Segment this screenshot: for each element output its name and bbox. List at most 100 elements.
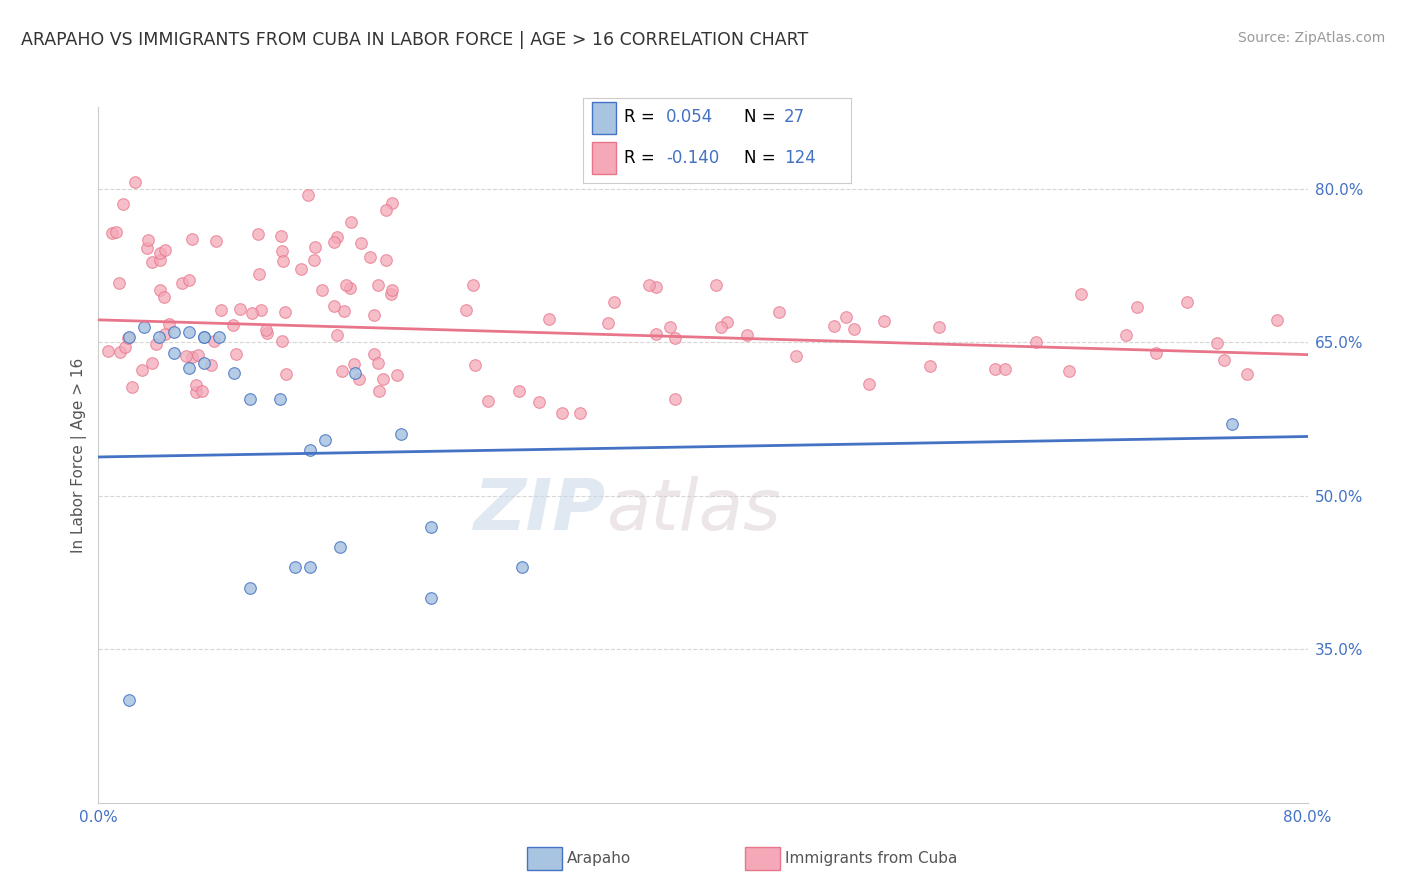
Point [537, 312, 560, 326]
Point [249, 302, 271, 317]
Point [299, 560, 322, 574]
Point [114, 340, 136, 354]
Point [304, 252, 326, 267]
Point [174, 350, 197, 364]
Point [118, 330, 141, 344]
Point [271, 244, 294, 258]
Point [108, 345, 131, 359]
Point [97, 344, 120, 359]
Point [246, 227, 269, 242]
Point [254, 323, 277, 337]
Text: atlas: atlas [606, 476, 780, 545]
Point [193, 330, 215, 344]
Point [420, 519, 443, 533]
Point [343, 357, 366, 371]
Point [339, 281, 361, 295]
Point [112, 197, 135, 211]
Point [239, 581, 262, 595]
Point [225, 347, 247, 361]
Text: -0.140: -0.140 [666, 149, 720, 167]
Point [333, 304, 356, 318]
Point [844, 322, 866, 336]
Point [326, 230, 349, 244]
Point [208, 330, 231, 344]
Point [344, 366, 367, 380]
Text: Source: ZipAtlas.com: Source: ZipAtlas.com [1237, 31, 1385, 45]
Point [290, 261, 312, 276]
Point [304, 240, 326, 254]
Text: 124: 124 [785, 149, 815, 167]
Text: 0.054: 0.054 [666, 108, 714, 126]
Point [136, 241, 159, 255]
Point [508, 384, 530, 398]
Point [637, 278, 659, 293]
Point [1213, 353, 1236, 368]
Point [108, 276, 131, 290]
Point [181, 232, 204, 246]
Point [367, 278, 389, 293]
Point [551, 406, 574, 420]
Point [858, 376, 880, 391]
Point [157, 317, 180, 331]
Point [191, 384, 214, 398]
Point [222, 318, 245, 333]
Point [659, 320, 682, 334]
Point [269, 392, 291, 406]
Point [105, 225, 128, 239]
Point [284, 560, 307, 574]
Text: N =: N = [744, 108, 780, 126]
Point [664, 392, 686, 407]
Point [1070, 287, 1092, 301]
Point [224, 366, 246, 380]
Point [420, 591, 443, 606]
Point [145, 337, 167, 351]
Point [350, 235, 373, 250]
Point [202, 334, 225, 348]
Point [1236, 367, 1258, 381]
Point [329, 540, 352, 554]
Point [325, 328, 347, 343]
Point [297, 188, 319, 202]
Point [1206, 336, 1229, 351]
Point [271, 334, 294, 348]
Point [603, 295, 626, 310]
Point [823, 319, 845, 334]
Point [1144, 346, 1167, 360]
Point [323, 299, 346, 313]
Point [101, 226, 124, 240]
Y-axis label: In Labor Force | Age > 16: In Labor Force | Age > 16 [72, 358, 87, 552]
Point [132, 320, 155, 334]
Point [368, 384, 391, 398]
Text: Arapaho: Arapaho [567, 852, 631, 866]
Point [141, 356, 163, 370]
Text: 27: 27 [785, 108, 806, 126]
Point [299, 442, 322, 457]
Point [163, 325, 186, 339]
Point [464, 359, 486, 373]
Point [645, 280, 668, 294]
Point [335, 278, 357, 293]
Point [153, 326, 176, 341]
Point [179, 360, 201, 375]
Text: N =: N = [744, 149, 780, 167]
Point [994, 361, 1017, 376]
Point [1267, 312, 1289, 326]
Point [381, 195, 404, 210]
Point [596, 316, 619, 330]
Point [363, 347, 385, 361]
Point [785, 349, 807, 363]
Point [247, 268, 270, 282]
Point [152, 290, 174, 304]
Point [124, 175, 146, 189]
Point [371, 372, 394, 386]
Bar [592, 102, 616, 134]
Text: Immigrants from Cuba: Immigrants from Cuba [785, 852, 957, 866]
Point [735, 328, 758, 343]
Point [1024, 335, 1046, 350]
Point [1175, 295, 1198, 310]
Point [239, 392, 262, 406]
Point [118, 693, 141, 707]
Point [716, 315, 738, 329]
Point [274, 305, 297, 319]
Point [276, 367, 298, 381]
